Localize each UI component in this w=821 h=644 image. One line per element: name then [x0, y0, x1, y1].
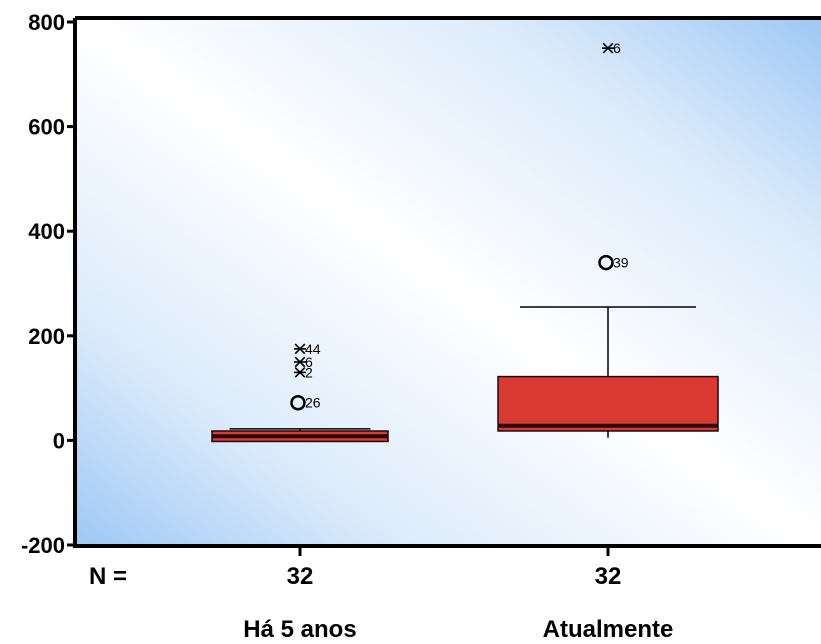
- y-tick-label-3: 400: [28, 219, 65, 244]
- y-tick-label-4: 600: [28, 115, 65, 140]
- outlier-label-0-0: 26: [305, 395, 321, 411]
- outlier-circle-1-0: [598, 254, 614, 271]
- outlier-star-0-1: [294, 367, 306, 378]
- outlier-star-1-1: [602, 42, 614, 54]
- category-label-0: Há 5 anos: [243, 616, 356, 643]
- box-group-1: 39 6: [497, 40, 719, 438]
- outlier-star-0-2: [294, 356, 306, 368]
- outlier-label-1-1: 6: [613, 40, 621, 56]
- n-value-0: 32: [287, 563, 314, 590]
- n-label: N =: [89, 563, 127, 590]
- y-tick-label-5: 800: [28, 10, 65, 35]
- box-1: [497, 375, 719, 432]
- n-value-1: 32: [595, 563, 622, 590]
- y-tick-label-1: 0: [53, 428, 65, 453]
- y-tick-label-0: -200: [21, 533, 65, 558]
- outlier-label-0-3: 44: [305, 341, 321, 357]
- outlier-circle-0-0: [290, 394, 306, 411]
- outlier-label-0-2: 6: [305, 354, 313, 370]
- plot-background: [75, 18, 821, 546]
- outlier-label-0-1: 2: [305, 364, 313, 380]
- y-tick-label-2: 200: [28, 324, 65, 349]
- category-label-1: Atualmente: [543, 616, 674, 643]
- outlier-label-1-0: 39: [613, 255, 629, 271]
- outlier-star-0-3: [294, 343, 306, 355]
